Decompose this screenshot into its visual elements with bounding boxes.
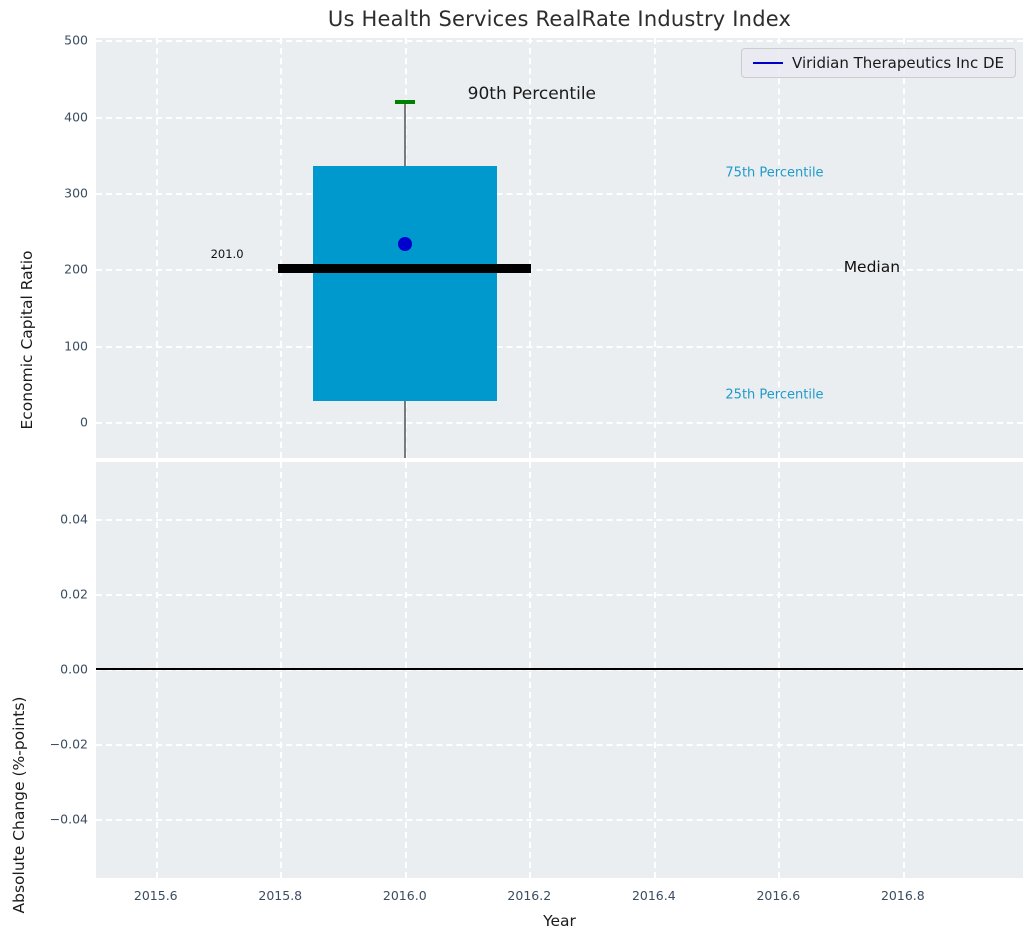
x-tick-label: 2015.6 — [133, 888, 178, 903]
company-data-point — [397, 237, 412, 252]
gridline-h — [96, 594, 1023, 597]
x-tick-label: 2015.8 — [258, 888, 303, 903]
bottom-y-tick-label: 0.04 — [60, 511, 88, 527]
chart-title: Us Health Services RealRate Industry Ind… — [327, 7, 792, 31]
x-axis-label: Year — [543, 912, 576, 930]
gridline-h — [96, 193, 1023, 196]
top-y-axis-label: Economic Capital Ratio — [18, 250, 36, 430]
bottom-y-tick-label: −0.02 — [49, 736, 88, 752]
gridline-h — [96, 744, 1023, 747]
top-y-tick-label: 500 — [64, 32, 88, 48]
legend[interactable]: Viridian Therapeutics Inc DE — [741, 48, 1016, 78]
bottom-plot-area — [96, 462, 1023, 878]
gridline-v — [902, 38, 905, 458]
x-tick-label: 2016.2 — [507, 888, 552, 903]
gridline-v — [529, 38, 532, 458]
annotation-201-0: 201.0 — [210, 247, 244, 262]
legend-line-sample — [753, 61, 784, 65]
top-y-tick-label: 0 — [80, 414, 88, 430]
gridline-h — [96, 669, 1023, 672]
gridline-h — [96, 422, 1023, 425]
zero-baseline — [96, 668, 1023, 671]
bottom-y-tick-label: 0.00 — [60, 661, 88, 677]
gridline-h — [96, 345, 1023, 348]
annotation-90th-percentile: 90th Percentile — [467, 83, 597, 104]
annotation-75th-percentile: 75th Percentile — [725, 165, 824, 181]
annotation-median: Median — [843, 258, 901, 277]
gridline-h — [96, 819, 1023, 822]
gridline-v — [280, 38, 283, 458]
top-y-tick-label: 200 — [64, 261, 88, 277]
x-tick-label: 2016.6 — [756, 888, 801, 903]
p90-cap-line — [394, 100, 416, 104]
gridline-v — [653, 38, 656, 458]
gridline-h — [96, 40, 1023, 43]
x-tick-label: 2016.0 — [382, 888, 427, 903]
gridline-h — [96, 269, 1023, 272]
gridline-v — [778, 38, 781, 458]
median-line — [278, 264, 532, 274]
gridline-h — [96, 116, 1023, 119]
top-plot-area: 90th Percentile 75th Percentile Median 25th… — [96, 38, 1023, 458]
bottom-y-tick-label: 0.02 — [60, 586, 88, 602]
x-tick-label: 2016.8 — [880, 888, 925, 903]
annotation-25th-percentile: 25th Percentile — [725, 387, 824, 403]
bottom-y-axis-label: Absolute Change (%-points) — [10, 696, 28, 914]
top-y-tick-label: 300 — [64, 185, 88, 201]
percentile-box — [312, 166, 497, 402]
top-y-tick-label: 400 — [64, 109, 88, 125]
gridline-h — [96, 519, 1023, 522]
bottom-y-tick-label: −0.04 — [49, 811, 88, 827]
legend-label: Viridian Therapeutics Inc DE — [792, 54, 1004, 72]
x-tick-label: 2016.4 — [631, 888, 676, 903]
top-y-tick-label: 100 — [64, 338, 88, 354]
gridline-v — [155, 38, 158, 458]
